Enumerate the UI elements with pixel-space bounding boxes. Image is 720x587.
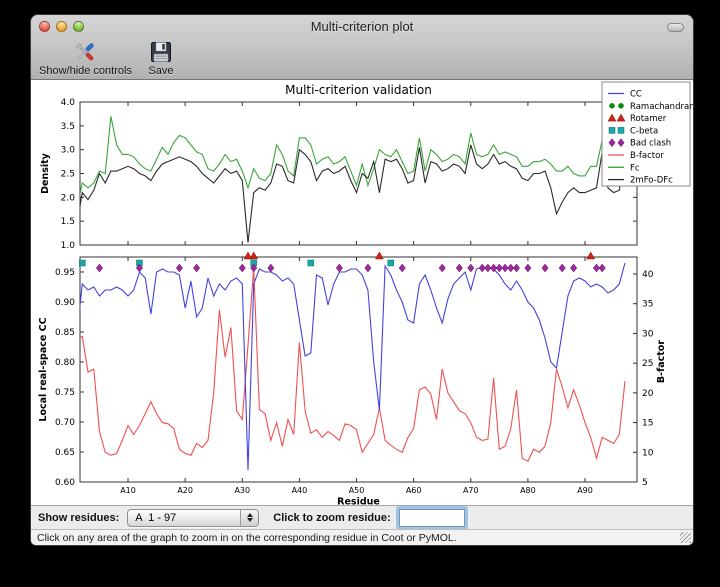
save-icon: [150, 42, 171, 62]
svg-text:1.0: 1.0: [61, 241, 76, 251]
svg-text:15: 15: [642, 419, 653, 429]
b-factor-line: [80, 268, 626, 462]
svg-text:2.0: 2.0: [61, 193, 76, 203]
show-hide-controls-label: Show/hide controls: [39, 65, 132, 77]
svg-text:0.95: 0.95: [55, 268, 75, 278]
svg-text:2mFo-DFc: 2mFo-DFc: [630, 176, 673, 186]
show-hide-controls-button[interactable]: Show/hide controls: [39, 37, 132, 77]
save-label: Save: [148, 65, 174, 77]
svg-text:0.75: 0.75: [55, 388, 75, 398]
svg-text:A90: A90: [577, 486, 593, 495]
window-chrome: Multi-criterion plot Show/hide controls: [31, 15, 693, 80]
top-plot-title: Multi-criterion validation: [285, 83, 432, 97]
svg-text:1.5: 1.5: [61, 217, 75, 227]
controls-bar: Show residues: A 1 - 97 Click to zoom re…: [31, 505, 693, 529]
app-window: Multi-criterion plot Show/hide controls: [30, 14, 694, 546]
svg-text:5: 5: [642, 478, 648, 488]
titlebar[interactable]: Multi-criterion plot: [31, 15, 693, 37]
outlier-markers: [79, 251, 606, 273]
svg-text:0.85: 0.85: [55, 328, 75, 338]
legend: CC Ramachandran Rotamer C-beta Bad clash B-fa…: [601, 81, 693, 187]
residue-axis-label: Residue: [337, 497, 380, 506]
tools-icon: [76, 43, 95, 61]
svg-text:40: 40: [642, 270, 654, 280]
statusbar: Click on any area of the graph to zoom i…: [31, 529, 693, 545]
fc-line: [80, 116, 626, 197]
svg-text:3.0: 3.0: [61, 146, 76, 156]
bottom-axes: [79, 256, 638, 483]
plot-canvas[interactable]: 1.0 1.5 2.0 2.5 3.0 3.5 4.0 Multi-criterion val…: [31, 80, 693, 508]
svg-text:A70: A70: [463, 486, 479, 495]
svg-text:A80: A80: [520, 486, 536, 495]
show-residues-label: Show residues:: [38, 511, 120, 524]
status-message: Click on any area of the graph to zoom i…: [37, 531, 457, 544]
svg-text:Fc: Fc: [630, 163, 640, 173]
svg-text:Ramachandran: Ramachandran: [630, 102, 693, 112]
svg-text:C-beta: C-beta: [630, 126, 658, 136]
density-axis-label: Density: [40, 152, 51, 194]
svg-text:0.70: 0.70: [55, 418, 75, 428]
svg-text:A40: A40: [292, 486, 308, 495]
minimize-button[interactable]: [56, 21, 67, 32]
window-title: Multi-criterion plot: [310, 19, 414, 34]
svg-text:B-factor: B-factor: [630, 151, 664, 161]
svg-text:0.65: 0.65: [55, 448, 75, 458]
resize-grip-icon[interactable]: [680, 532, 691, 543]
bfactor-axis-label: B-factor: [656, 340, 667, 383]
cc-axis-label: Local real-space CC: [38, 317, 49, 421]
svg-text:25: 25: [642, 359, 653, 369]
svg-text:Bad clash: Bad clash: [630, 139, 671, 149]
svg-text:Rotamer: Rotamer: [630, 114, 667, 124]
svg-text:A20: A20: [177, 486, 193, 495]
svg-text:0.80: 0.80: [55, 358, 75, 368]
svg-text:CC: CC: [630, 90, 642, 100]
cc-line: [80, 262, 626, 471]
svg-text:A10: A10: [120, 486, 136, 495]
svg-text:4.0: 4.0: [61, 98, 76, 108]
toolbar-toggle-button[interactable]: [667, 23, 684, 32]
svg-text:A30: A30: [234, 486, 250, 495]
popup-stepper-icon: [240, 509, 259, 526]
svg-text:A50: A50: [349, 486, 365, 495]
2mfo-dfc-line: [80, 144, 626, 243]
residue-range-value: A 1 - 97: [135, 511, 177, 524]
svg-text:20: 20: [642, 389, 654, 399]
svg-text:A60: A60: [406, 486, 422, 495]
top-axes: [79, 101, 638, 246]
save-button[interactable]: Save: [148, 37, 174, 77]
zoom-button[interactable]: [73, 21, 84, 32]
close-button[interactable]: [39, 21, 50, 32]
zoom-residue-input[interactable]: [398, 508, 465, 527]
svg-text:0.60: 0.60: [55, 478, 75, 488]
figure-area: 1.0 1.5 2.0 2.5 3.0 3.5 4.0 Multi-criterion val…: [31, 80, 693, 508]
svg-text:0.90: 0.90: [55, 298, 75, 308]
svg-text:10: 10: [642, 448, 654, 458]
svg-text:35: 35: [642, 300, 653, 310]
zoom-residue-label: Click to zoom residue:: [273, 511, 391, 524]
toolbar: Show/hide controls Save: [31, 37, 693, 79]
svg-text:30: 30: [642, 329, 654, 339]
show-residues-select[interactable]: A 1 - 97: [127, 508, 260, 527]
svg-text:3.5: 3.5: [61, 122, 75, 132]
svg-text:2.5: 2.5: [61, 170, 75, 180]
